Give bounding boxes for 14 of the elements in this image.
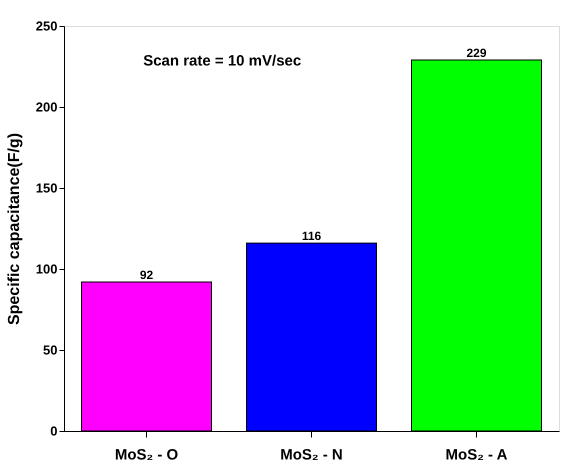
x-tick-label: MoS₂ - N — [280, 446, 343, 464]
x-tick-label: MoS₂ - A — [446, 446, 508, 464]
data-label: 116 — [302, 229, 322, 244]
y-tick-label: 50 — [43, 342, 58, 358]
y-tick-label: 0 — [50, 424, 58, 438]
y-axis-title: Specific capacitance(F/g) — [6, 132, 23, 326]
y-tick-label: 200 — [36, 100, 58, 114]
x-tick-label: MoS₂ - O — [114, 446, 178, 464]
y-tick-label: 150 — [36, 180, 58, 196]
data-label: 92 — [140, 268, 154, 282]
data-label: 229 — [466, 46, 487, 60]
annotation: Scan rate = 10 mV/sec — [143, 52, 302, 70]
y-tick-label: 250 — [36, 18, 58, 34]
y-tick-label: 100 — [36, 262, 58, 276]
